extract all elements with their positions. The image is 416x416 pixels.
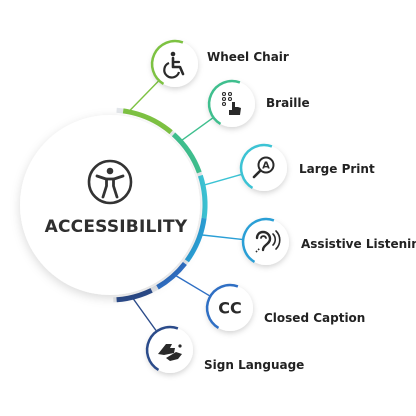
node-ring bbox=[145, 325, 179, 371]
closed-caption-icon: CC bbox=[218, 299, 241, 318]
item-label-braille: Braille bbox=[266, 96, 310, 110]
sign-language-hands-icon bbox=[158, 344, 182, 361]
ear-listening-icon bbox=[255, 230, 281, 253]
item-node bbox=[241, 217, 289, 265]
universal-access-icon bbox=[87, 159, 133, 205]
item-label-large-print: Large Print bbox=[299, 162, 375, 176]
item-label-closed-caption: Closed Caption bbox=[264, 311, 366, 325]
node-ring bbox=[239, 143, 273, 189]
node-circle bbox=[243, 219, 289, 265]
node-ring bbox=[241, 217, 275, 263]
connector-lines bbox=[129, 80, 243, 331]
arc-segment bbox=[156, 261, 187, 290]
arc-segment bbox=[122, 108, 173, 135]
item-node: A bbox=[239, 143, 287, 191]
item-label-assistive-listening: Assistive Listening bbox=[301, 237, 416, 251]
node-circle bbox=[207, 285, 253, 331]
item-node bbox=[207, 79, 255, 127]
connector-line bbox=[204, 173, 242, 186]
item-node: CC bbox=[205, 283, 253, 331]
item-node bbox=[150, 39, 198, 87]
node-ring bbox=[205, 283, 239, 329]
item-label-sign-language: Sign Language bbox=[204, 358, 305, 372]
node-circle bbox=[241, 145, 287, 191]
center-title: ACCESSIBILITY bbox=[44, 217, 188, 237]
arc-segment bbox=[171, 132, 202, 174]
arc-segment bbox=[116, 288, 153, 303]
arc-segment bbox=[184, 217, 207, 263]
wheelchair-icon bbox=[163, 51, 185, 79]
item-label-wheel-chair: Wheel Chair bbox=[207, 50, 289, 64]
connector-line bbox=[202, 234, 243, 241]
node-ring bbox=[207, 79, 241, 125]
svg-text:CC: CC bbox=[218, 299, 241, 318]
connector-line bbox=[181, 117, 214, 141]
connector-line bbox=[129, 80, 159, 111]
center-circle bbox=[20, 115, 200, 295]
magnifier-letter-icon: A bbox=[252, 156, 275, 179]
arc-segment bbox=[198, 174, 208, 219]
connector-line bbox=[175, 275, 210, 297]
item-node bbox=[145, 325, 193, 373]
svg-text:A: A bbox=[262, 161, 270, 172]
connector-line bbox=[132, 298, 157, 331]
node-ring bbox=[150, 39, 184, 85]
braille-hand-icon bbox=[221, 91, 241, 115]
segmented-outer-arc bbox=[113, 107, 208, 303]
node-circle bbox=[152, 41, 198, 87]
